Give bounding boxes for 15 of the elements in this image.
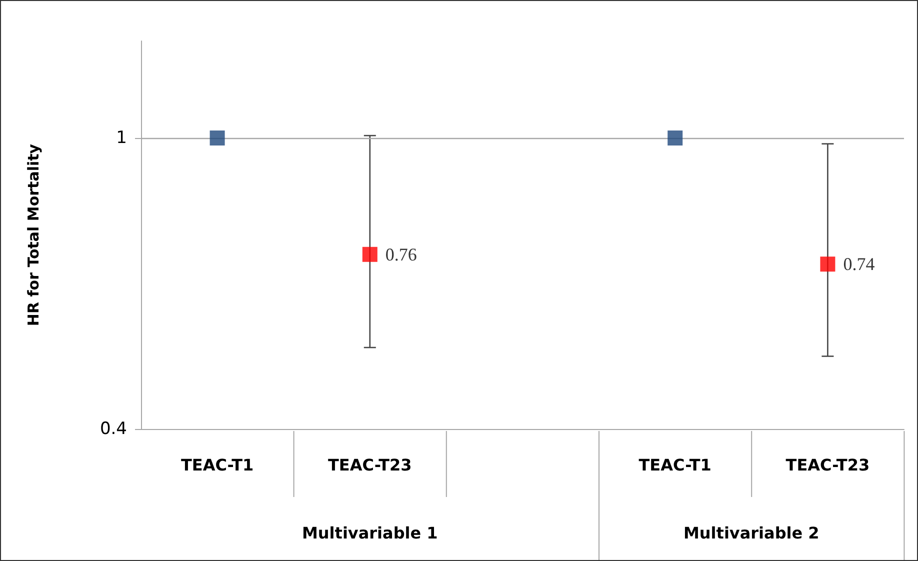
point	[210, 130, 225, 146]
point	[820, 256, 836, 272]
data-label: 0.76	[385, 244, 417, 264]
y-tick-label: 1	[116, 128, 127, 148]
x-tick-label: TEAC-T23	[328, 456, 412, 474]
point	[668, 130, 683, 146]
data-label: 0.74	[843, 254, 875, 274]
text: Multivariable 2	[683, 524, 820, 542]
text: Multivariable 1	[302, 524, 438, 542]
x-tick-label: TEAC-T23	[786, 456, 870, 474]
y-tick-label: 0.4	[100, 419, 127, 439]
y-axis-title: HR for Total Mortality	[24, 144, 42, 326]
x-tick-label: TEAC-T1	[638, 456, 712, 474]
x-tick-label: TEAC-T1	[180, 456, 254, 474]
point	[362, 246, 378, 262]
